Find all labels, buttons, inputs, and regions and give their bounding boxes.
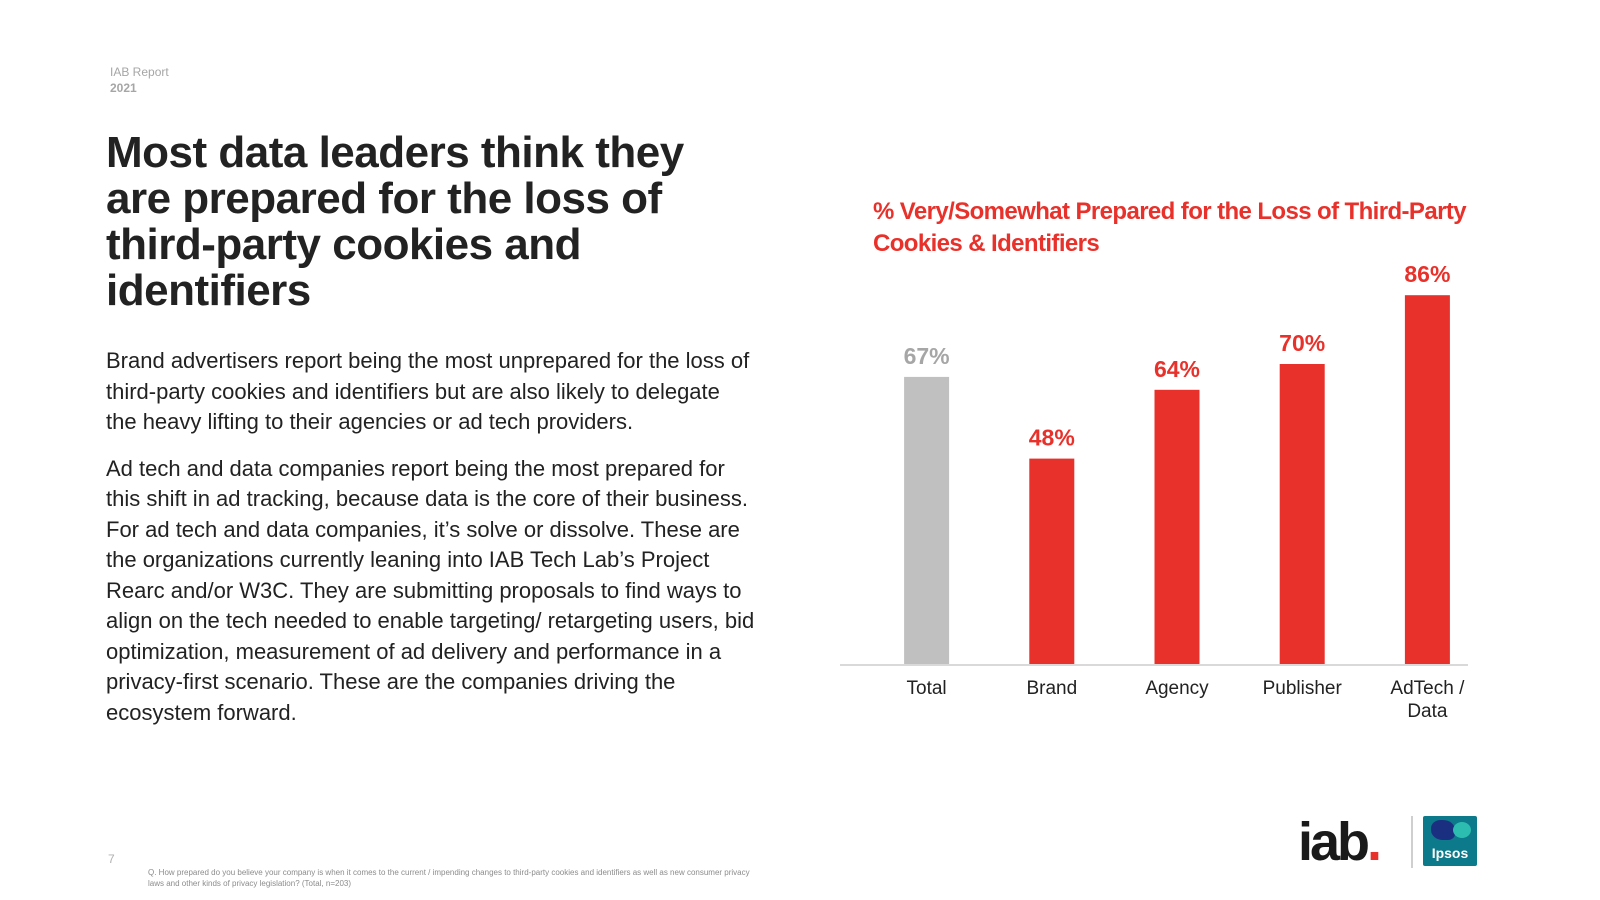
category-label-3: Publisher <box>1263 678 1343 699</box>
paragraph-brand: Brand advertisers report being the most … <box>106 348 750 434</box>
value-label-4: 86% <box>1404 261 1450 287</box>
report-year: 2021 <box>110 81 137 95</box>
ipsos-logo-text: Ipsos <box>1431 845 1469 861</box>
iab-logo-text: iab <box>1298 812 1370 872</box>
value-label-3: 70% <box>1279 330 1325 356</box>
category-label-1: Brand <box>1026 678 1077 699</box>
category-label-0: Total <box>907 678 947 699</box>
bar-2 <box>1154 389 1200 665</box>
iab-logo-dot: . <box>1367 812 1382 872</box>
value-label-0: 67% <box>904 343 950 369</box>
report-label-text: IAB Report <box>110 65 169 79</box>
ipsos-logo-mark <box>1431 820 1455 840</box>
page-title: Most data leaders think they are prepare… <box>106 128 684 315</box>
report-label: IAB Report 2021 <box>110 64 169 96</box>
body-text: Brand advertisers report being the most … <box>106 346 756 744</box>
bar-1 <box>1029 458 1075 665</box>
value-label-1: 48% <box>1029 425 1075 451</box>
iab-logo: iab. <box>1298 812 1382 872</box>
value-label-2: 64% <box>1154 356 1200 382</box>
bar-4 <box>1404 295 1450 665</box>
bar-chart: 67% Total 48% Brand 64% Agency 70% Publisher 86%… <box>840 261 1468 720</box>
chart-title: % Very/Somewhat Prepared for the Loss of… <box>873 198 1467 257</box>
logos: iab. Ipsos <box>1298 814 1488 870</box>
category-label-4-line-1: Data <box>1407 701 1448 720</box>
footnote: Q. How prepared do you believe your comp… <box>148 868 750 888</box>
page-number: 7 <box>108 852 115 866</box>
bar-0 <box>904 376 950 665</box>
category-label-2: Agency <box>1145 678 1209 699</box>
category-label-4: AdTech / <box>1390 678 1465 699</box>
ipsos-logo-mark-accent <box>1453 822 1471 838</box>
ipsos-logo: Ipsos <box>1423 816 1477 866</box>
paragraph-adtech: Ad tech and data companies report being … <box>106 455 755 725</box>
bar-3 <box>1279 364 1325 665</box>
logo-divider <box>1411 816 1413 868</box>
